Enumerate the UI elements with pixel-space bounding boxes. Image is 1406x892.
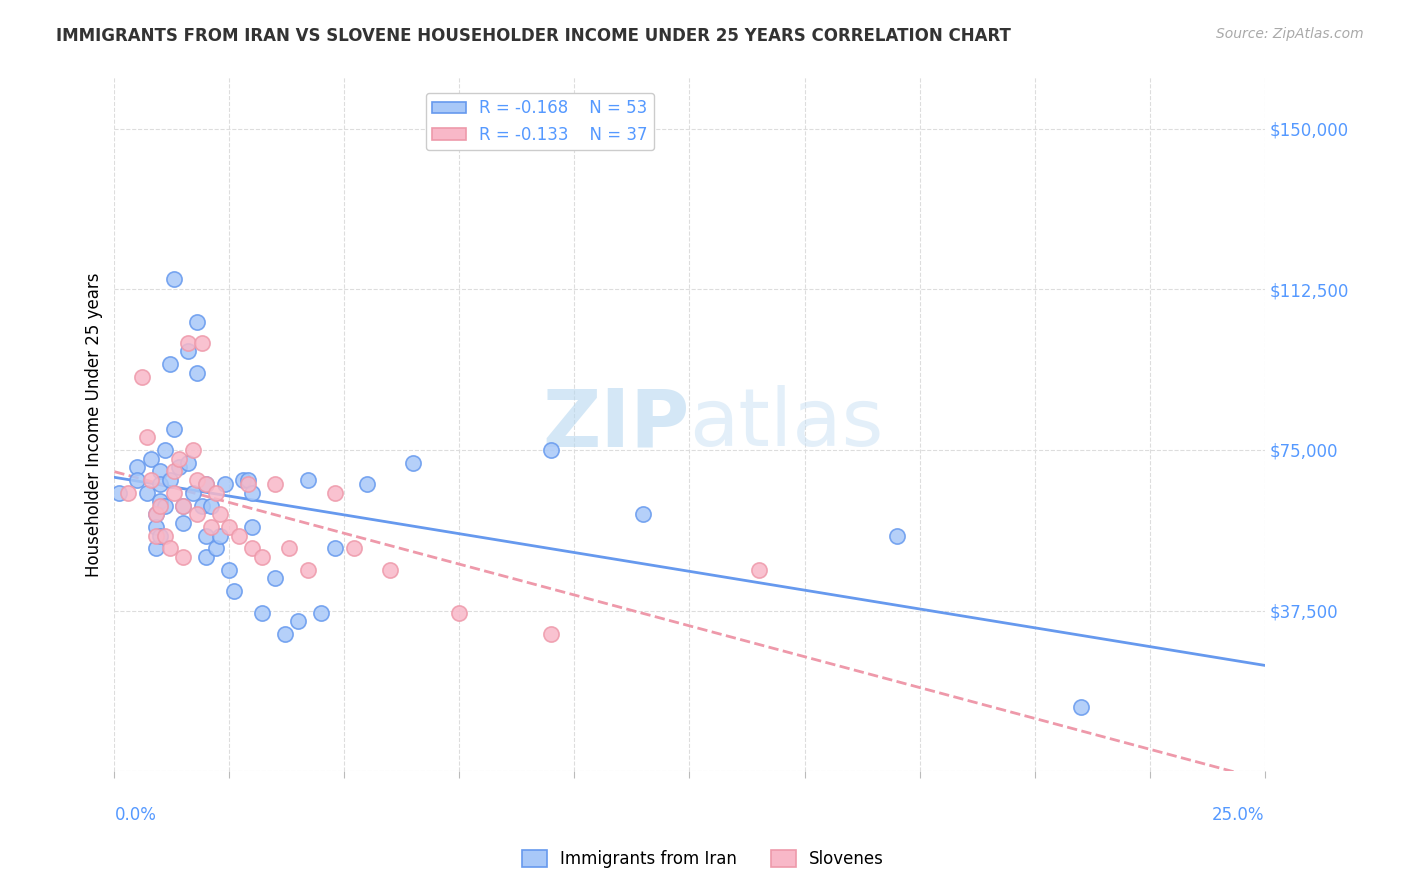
Point bbox=[149, 464, 172, 478]
Point bbox=[141, 451, 163, 466]
Point bbox=[323, 485, 346, 500]
Point bbox=[159, 357, 181, 371]
Point bbox=[222, 584, 245, 599]
Y-axis label: Householder Income Under 25 years: Householder Income Under 25 years bbox=[86, 272, 103, 576]
Point bbox=[311, 606, 333, 620]
Point bbox=[195, 477, 218, 491]
Point bbox=[117, 485, 139, 500]
Point bbox=[1070, 699, 1092, 714]
Point bbox=[200, 499, 222, 513]
Point bbox=[195, 477, 218, 491]
Point bbox=[108, 485, 131, 500]
Point bbox=[163, 485, 186, 500]
Point bbox=[127, 473, 149, 487]
Point bbox=[172, 499, 194, 513]
Point bbox=[159, 541, 181, 556]
Point bbox=[149, 528, 172, 542]
Point bbox=[145, 507, 167, 521]
Point bbox=[297, 563, 319, 577]
Point bbox=[149, 494, 172, 508]
Point bbox=[209, 507, 232, 521]
Point bbox=[264, 477, 287, 491]
Point bbox=[242, 541, 264, 556]
Point bbox=[449, 606, 471, 620]
Point bbox=[633, 507, 655, 521]
Text: 0.0%: 0.0% bbox=[114, 805, 156, 824]
Text: atlas: atlas bbox=[689, 385, 884, 463]
Legend: R = -0.168    N = 53, R = -0.133    N = 37: R = -0.168 N = 53, R = -0.133 N = 37 bbox=[426, 93, 654, 151]
Point bbox=[145, 507, 167, 521]
Point bbox=[236, 477, 259, 491]
Point bbox=[356, 477, 378, 491]
Point bbox=[177, 335, 200, 350]
Text: ZIP: ZIP bbox=[543, 385, 689, 463]
Point bbox=[163, 464, 186, 478]
Point bbox=[214, 477, 236, 491]
Point bbox=[149, 499, 172, 513]
Point bbox=[242, 520, 264, 534]
Point bbox=[153, 528, 176, 542]
Point bbox=[236, 473, 259, 487]
Point bbox=[228, 528, 250, 542]
Legend: Immigrants from Iran, Slovenes: Immigrants from Iran, Slovenes bbox=[516, 843, 890, 875]
Point bbox=[135, 430, 157, 444]
Point bbox=[145, 528, 167, 542]
Point bbox=[186, 473, 208, 487]
Point bbox=[163, 271, 186, 285]
Point bbox=[191, 499, 214, 513]
Point bbox=[232, 473, 254, 487]
Point bbox=[204, 485, 226, 500]
Point bbox=[181, 485, 204, 500]
Point bbox=[177, 456, 200, 470]
Point bbox=[273, 627, 295, 641]
Point bbox=[153, 442, 176, 457]
Point bbox=[209, 528, 232, 542]
Point bbox=[218, 563, 240, 577]
Point bbox=[540, 442, 562, 457]
Point bbox=[186, 314, 208, 328]
Point bbox=[287, 614, 309, 628]
Point bbox=[540, 627, 562, 641]
Point bbox=[297, 473, 319, 487]
Point bbox=[141, 473, 163, 487]
Point bbox=[250, 549, 273, 564]
Point bbox=[747, 563, 769, 577]
Point bbox=[242, 485, 264, 500]
Point bbox=[204, 541, 226, 556]
Point bbox=[172, 549, 194, 564]
Point bbox=[195, 528, 218, 542]
Point bbox=[191, 335, 214, 350]
Point bbox=[167, 460, 190, 475]
Point bbox=[323, 541, 346, 556]
Point bbox=[218, 520, 240, 534]
Point bbox=[172, 499, 194, 513]
Point bbox=[200, 520, 222, 534]
Point bbox=[135, 485, 157, 500]
Point bbox=[186, 507, 208, 521]
Point bbox=[195, 549, 218, 564]
Point bbox=[177, 344, 200, 359]
Point bbox=[145, 520, 167, 534]
Point bbox=[278, 541, 301, 556]
Point bbox=[131, 370, 153, 384]
Point bbox=[886, 528, 908, 542]
Text: IMMIGRANTS FROM IRAN VS SLOVENE HOUSEHOLDER INCOME UNDER 25 YEARS CORRELATION CH: IMMIGRANTS FROM IRAN VS SLOVENE HOUSEHOL… bbox=[56, 27, 1011, 45]
Point bbox=[181, 442, 204, 457]
Point bbox=[264, 571, 287, 585]
Point bbox=[186, 366, 208, 380]
Point bbox=[250, 606, 273, 620]
Point bbox=[153, 499, 176, 513]
Point bbox=[172, 516, 194, 530]
Point bbox=[167, 451, 190, 466]
Point bbox=[145, 541, 167, 556]
Point bbox=[159, 473, 181, 487]
Point bbox=[402, 456, 425, 470]
Point bbox=[127, 460, 149, 475]
Point bbox=[149, 477, 172, 491]
Point bbox=[380, 563, 402, 577]
Point bbox=[343, 541, 366, 556]
Point bbox=[163, 421, 186, 435]
Text: Source: ZipAtlas.com: Source: ZipAtlas.com bbox=[1216, 27, 1364, 41]
Text: 25.0%: 25.0% bbox=[1212, 805, 1264, 824]
